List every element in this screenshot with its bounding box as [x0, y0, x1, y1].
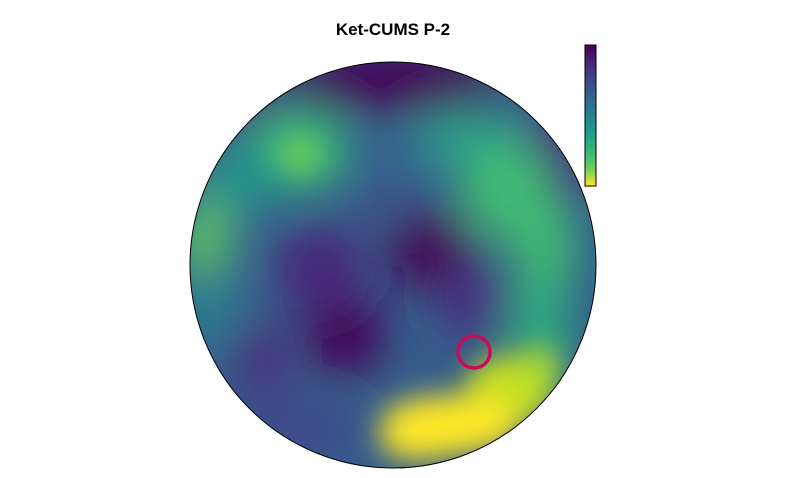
- target-marker-circle: [456, 334, 492, 370]
- arena-border: [189, 61, 597, 469]
- plot-title: Ket-CUMS P-2: [335, 20, 451, 39]
- colorbar: [584, 44, 597, 187]
- occupancy-heat-field: [190, 62, 596, 468]
